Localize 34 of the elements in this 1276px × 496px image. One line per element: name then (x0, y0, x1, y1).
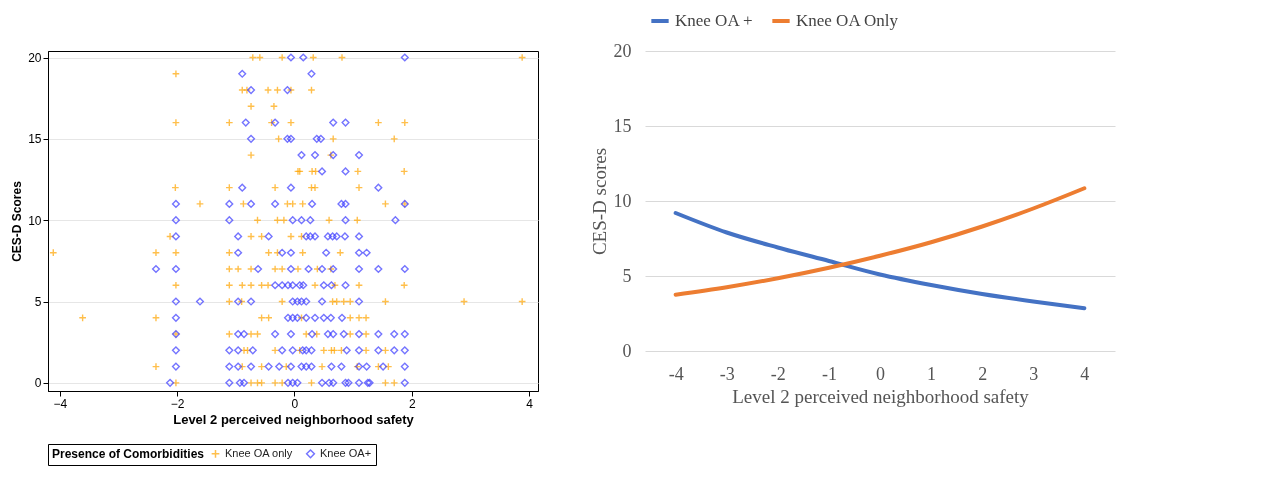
legend-label: Knee OA+ (320, 446, 372, 459)
line-series (673, 186, 1087, 297)
x-tick-label: 0 (876, 363, 885, 384)
y-tick-label: 20 (28, 51, 42, 66)
x-tick-label: −2 (170, 396, 185, 411)
y-tick-label: 10 (613, 190, 632, 211)
legend-label: Knee OA only (225, 446, 293, 459)
legend-title: Presence of Comorbidities (52, 447, 205, 461)
x-tick-label: 0 (291, 396, 299, 411)
y-tick-label: 15 (28, 132, 42, 147)
x-axis-title: Level 2 perceived neighborhood safety (732, 385, 1030, 407)
legend-label: Knee OA Only (796, 11, 899, 30)
x-tick-label: -4 (668, 363, 684, 384)
x-tick-label: 4 (1080, 363, 1090, 384)
y-tick-label: 20 (613, 40, 632, 61)
y-axis-title: CES-D Scores (10, 180, 25, 262)
x-tick-label: −4 (53, 396, 68, 411)
x-tick-label: -3 (719, 363, 735, 384)
line-series (673, 211, 1087, 311)
legend-label: Knee OA + (675, 11, 753, 30)
x-tick-label: 2 (408, 396, 416, 411)
y-axis-title: CES-D scores (588, 147, 610, 256)
x-axis-title: Level 2 perceived neighborhood safety (173, 411, 415, 427)
y-tick-label: 0 (622, 340, 632, 361)
x-tick-label: 3 (1029, 363, 1039, 384)
x-tick-label: 2 (978, 363, 988, 384)
y-tick-label: 5 (622, 265, 632, 286)
x-tick-label: -1 (821, 363, 837, 384)
y-tick-label: 5 (34, 295, 42, 310)
y-tick-label: 15 (613, 115, 632, 136)
x-tick-label: 1 (927, 363, 937, 384)
x-tick-label: -2 (770, 363, 786, 384)
y-tick-label: 10 (28, 213, 42, 228)
x-tick-label: 4 (526, 396, 534, 411)
